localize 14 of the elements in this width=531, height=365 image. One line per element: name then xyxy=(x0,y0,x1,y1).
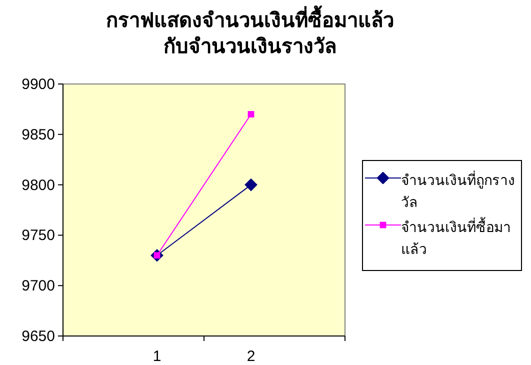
y-tick-label: 9650 xyxy=(22,328,55,345)
subtitle: กับจำนวนเงินรางวัล xyxy=(162,34,338,58)
x-tick-label: 2 xyxy=(246,348,256,365)
x-tick-label: 1 xyxy=(152,348,162,365)
point xyxy=(248,111,254,118)
point xyxy=(244,178,258,192)
y-tick-label: 9800 xyxy=(22,176,55,194)
y-tick-label: 9850 xyxy=(22,126,55,144)
y-tick-label: 9900 xyxy=(22,76,55,93)
legend-label: จำนวนเงินที่ถูกรางวัล xyxy=(401,170,516,213)
title: กราฟแสดงจำนวนเงินที่ซื้อมาแล้ว xyxy=(40,8,460,32)
y-tick-label: 9700 xyxy=(22,278,55,295)
legend-label: จำนวนเงินที่ซื้อมาแล้ว xyxy=(401,217,512,260)
y-tick-label: 9750 xyxy=(22,227,55,244)
